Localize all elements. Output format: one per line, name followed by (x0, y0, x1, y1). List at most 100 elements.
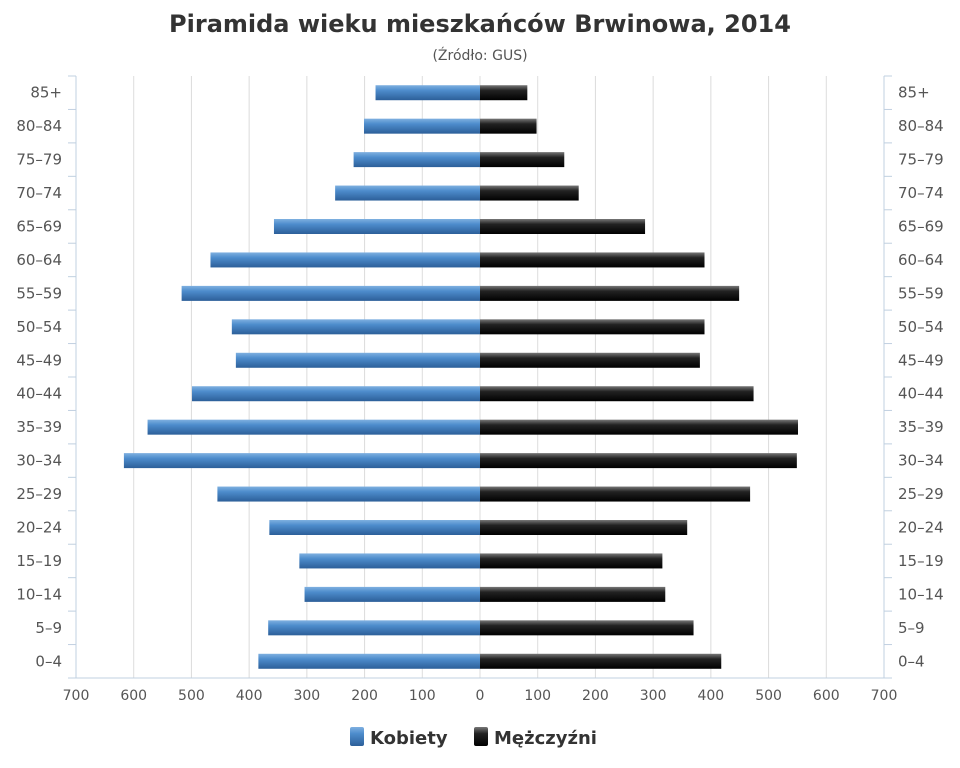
bar-mezczyzni-9[interactable] (480, 352, 700, 368)
legend-swatch-mezczyzni (474, 727, 488, 746)
category-label-right: 10–14 (898, 585, 944, 603)
bar-kobiety-10[interactable] (231, 319, 480, 335)
bar-kobiety-1[interactable] (268, 620, 480, 636)
category-label-left: 60–64 (16, 251, 62, 269)
category-label-left: 30–34 (16, 452, 62, 470)
bar-kobiety-16[interactable] (363, 118, 480, 134)
x-tick-label: 700 (63, 688, 90, 704)
bar-mezczyzni-12[interactable] (480, 252, 705, 268)
category-label-right: 25–29 (898, 485, 944, 503)
category-label-left: 85+ (30, 84, 62, 102)
bar-kobiety-9[interactable] (235, 352, 480, 368)
bar-mezczyzni-5[interactable] (480, 486, 751, 502)
bar-mezczyzni-13[interactable] (480, 219, 646, 234)
legend-swatch-kobiety (350, 727, 364, 746)
category-label-right: 15–19 (898, 552, 944, 570)
bar-kobiety-8[interactable] (192, 386, 480, 402)
bar-kobiety-12[interactable] (210, 252, 480, 268)
category-label-left: 45–49 (16, 351, 62, 369)
category-labels: 0–4 0–4 5–9 5–9 10–14 10–14 15–19 15–19 20–24 20–… (16, 84, 943, 671)
category-label-left: 10–14 (16, 585, 62, 603)
category-label-right: 70–74 (898, 184, 944, 202)
bar-kobiety-2[interactable] (304, 586, 480, 602)
category-label-left: 80–84 (16, 117, 62, 135)
category-label-right: 40–44 (898, 385, 944, 403)
bar-kobiety-3[interactable] (299, 553, 480, 569)
bar-mezczyzni-14[interactable] (480, 185, 579, 201)
legend-item-mezczyzni[interactable]: Mężczyźni (474, 727, 597, 749)
category-label-right: 50–54 (898, 318, 944, 336)
x-tick-label: 300 (293, 688, 320, 704)
bar-mezczyzni-4[interactable] (480, 520, 688, 535)
category-label-right: 35–39 (898, 418, 944, 436)
bar-mezczyzni-6[interactable] (480, 453, 797, 469)
x-tick-label: 200 (351, 688, 378, 704)
category-label-left: 35–39 (16, 418, 62, 436)
chart-title: Piramida wieku mieszkańców Brwinowa, 201… (169, 10, 791, 38)
bar-kobiety-11[interactable] (181, 285, 481, 301)
x-tick-labels: 700 600 500 400 300 200 100 0 100 200 300 400 500 600… (63, 688, 898, 704)
bar-mezczyzni-15[interactable] (480, 152, 565, 168)
x-tick-label: 100 (409, 688, 436, 704)
bar-kobiety-17[interactable] (375, 85, 480, 101)
bar-kobiety-15[interactable] (353, 152, 480, 168)
bar-mezczyzni-2[interactable] (480, 586, 666, 602)
x-tick-label: 0 (476, 688, 485, 704)
x-tick-label: 100 (524, 688, 551, 704)
bar-mezczyzni-17[interactable] (480, 85, 528, 101)
category-label-right: 80–84 (898, 117, 944, 135)
bar-kobiety-14[interactable] (335, 185, 480, 201)
axes (68, 75, 892, 679)
x-tick-label: 400 (236, 688, 263, 704)
category-label-right: 60–64 (898, 251, 944, 269)
x-tick-label: 600 (120, 688, 147, 704)
bar-kobiety-0[interactable] (258, 653, 480, 669)
bar-mezczyzni-3[interactable] (480, 553, 663, 569)
bar-mezczyzni-7[interactable] (480, 419, 799, 435)
category-label-right: 85+ (898, 84, 930, 102)
bar-kobiety-5[interactable] (217, 486, 480, 502)
bar-mezczyzni-10[interactable] (480, 319, 705, 335)
x-tick-label: 500 (755, 688, 782, 704)
category-label-left: 50–54 (16, 318, 62, 336)
category-label-left: 75–79 (16, 151, 62, 169)
category-label-left: 70–74 (16, 184, 62, 202)
category-label-right: 0–4 (898, 652, 925, 670)
bar-mezczyzni-8[interactable] (480, 386, 754, 402)
x-tick-label: 700 (871, 688, 898, 704)
category-label-right: 30–34 (898, 452, 944, 470)
category-label-left: 0–4 (35, 652, 62, 670)
bar-mezczyzni-16[interactable] (480, 118, 537, 134)
bar-kobiety-6[interactable] (123, 453, 480, 469)
category-label-left: 65–69 (16, 218, 62, 236)
legend-label-mezczyzni: Mężczyźni (494, 728, 597, 749)
x-tick-label: 600 (813, 688, 840, 704)
x-tick-label: 500 (178, 688, 205, 704)
x-tick-label: 400 (697, 688, 724, 704)
category-label-left: 5–9 (35, 619, 62, 637)
bars (123, 85, 799, 669)
category-label-right: 65–69 (898, 218, 944, 236)
category-label-left: 25–29 (16, 485, 62, 503)
bar-mezczyzni-1[interactable] (480, 620, 694, 636)
legend-item-kobiety[interactable]: Kobiety (350, 727, 448, 749)
bar-kobiety-4[interactable] (269, 520, 480, 535)
category-label-right: 5–9 (898, 619, 925, 637)
bar-mezczyzni-0[interactable] (480, 653, 722, 669)
category-label-left: 20–24 (16, 519, 62, 537)
x-tick-label: 200 (582, 688, 609, 704)
legend[interactable]: Kobiety Mężczyźni (350, 727, 597, 749)
chart-subtitle: (Źródło: GUS) (432, 46, 527, 64)
bar-mezczyzni-11[interactable] (480, 285, 740, 301)
legend-label-kobiety: Kobiety (370, 728, 448, 749)
category-label-left: 55–59 (16, 284, 62, 302)
bar-kobiety-7[interactable] (147, 419, 480, 435)
category-label-left: 40–44 (16, 385, 62, 403)
category-label-right: 45–49 (898, 351, 944, 369)
x-tick-label: 300 (640, 688, 667, 704)
category-label-right: 20–24 (898, 519, 944, 537)
category-label-right: 75–79 (898, 151, 944, 169)
bar-kobiety-13[interactable] (273, 219, 480, 234)
category-label-right: 55–59 (898, 284, 944, 302)
